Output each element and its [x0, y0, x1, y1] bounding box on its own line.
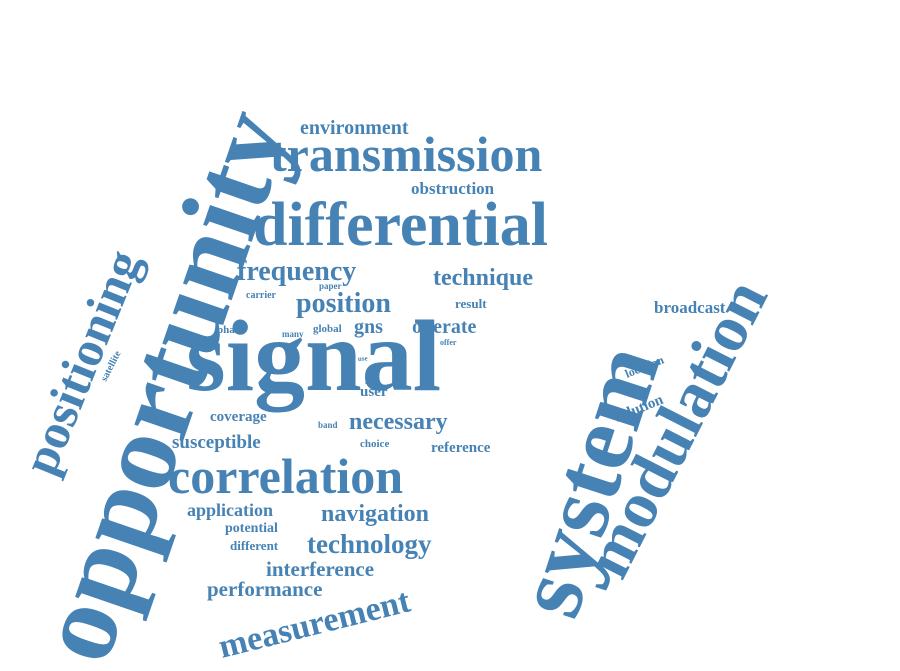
word-frequency: frequency	[237, 256, 356, 287]
word-offer: offer	[440, 338, 457, 347]
word-correlation: correlation	[168, 448, 403, 504]
word-potential: potential	[225, 521, 278, 536]
word-differential: differential	[253, 191, 548, 259]
word-navigation: navigation	[321, 501, 429, 527]
word-use: use	[358, 354, 368, 362]
word-paper: paper	[319, 281, 342, 291]
word-performance: performance	[207, 577, 322, 601]
word-coverage: coverage	[210, 409, 267, 425]
word-technique: technique	[433, 265, 533, 291]
word-reference: reference	[431, 440, 491, 456]
word-position: position	[296, 288, 391, 319]
word-choice: choice	[360, 438, 389, 450]
word-broadcast: broadcast	[654, 298, 726, 317]
word-band: band	[318, 420, 338, 430]
word-different: different	[230, 538, 279, 553]
word-application: application	[187, 500, 273, 520]
word-gns: gns	[354, 316, 383, 338]
word-obstruction: obstruction	[411, 179, 495, 198]
word-environment: environment	[300, 117, 409, 139]
word-phase: phase	[217, 324, 244, 336]
word-susceptible: susceptible	[172, 432, 261, 453]
word-necessary: necessary	[349, 409, 448, 435]
word-global: global	[313, 323, 342, 335]
word-result: result	[455, 296, 487, 311]
word-many: many	[282, 329, 304, 339]
word-user: user	[360, 384, 388, 400]
word-interference: interference	[266, 557, 374, 581]
word-transmission: transmission	[270, 126, 542, 182]
word-carrier: carrier	[246, 290, 277, 301]
word-kind: kind	[365, 378, 379, 386]
word-technology: technology	[307, 529, 432, 559]
word-signal: signal	[186, 300, 441, 413]
word-operate: operate	[412, 316, 477, 338]
